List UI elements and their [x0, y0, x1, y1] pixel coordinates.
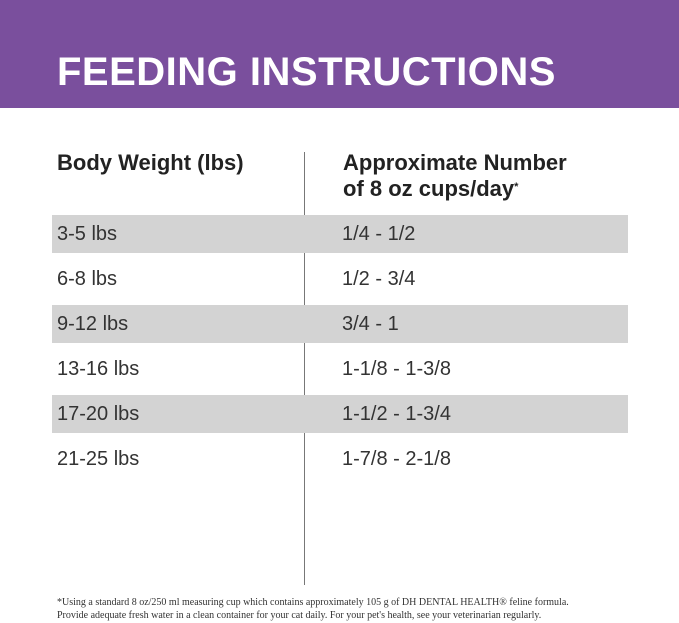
table-row: 6-8 lbs 1/2 - 3/4 [52, 260, 628, 298]
footnote: Provide adequate fresh water in a clean … [57, 610, 542, 621]
table-row: 3-5 lbs 1/4 - 1/2 [52, 215, 628, 253]
table-row: 9-12 lbs 3/4 - 1 [52, 305, 628, 343]
footnote: *Using a standard 8 oz/250 ml measuring … [57, 597, 569, 608]
title: FEEDING INSTRUCTIONS [57, 50, 556, 94]
table-cell: 1-1/2 - 1-3/4 [342, 403, 451, 425]
column-header: Body Weight (lbs) [57, 150, 244, 175]
table-cell: 1-1/8 - 1-3/8 [342, 358, 451, 380]
header-banner [0, 0, 679, 108]
table-row: 13-16 lbs 1-1/8 - 1-3/8 [52, 350, 628, 388]
table-cell: 21-25 lbs [57, 448, 140, 470]
header-text: of 8 oz cups/day [343, 176, 515, 201]
table-row: 21-25 lbs 1-7/8 - 2-1/8 [52, 440, 628, 478]
table-cell: 3/4 - 1 [342, 313, 399, 335]
table-cell: 3-5 lbs [57, 223, 118, 245]
table-cell: 1/2 - 3/4 [342, 268, 416, 290]
table-cell: 1-7/8 - 2-1/8 [342, 448, 451, 470]
table-cell: 13-16 lbs [57, 358, 140, 380]
column-divider [304, 152, 305, 585]
table-cell: 1/4 - 1/2 [342, 223, 416, 245]
column-header: Approximate Number of 8 oz cups/day* [343, 150, 567, 202]
table-cell: 17-20 lbs [57, 403, 140, 425]
header-line: of 8 oz cups/day* [343, 176, 567, 202]
table-cell: 9-12 lbs [57, 313, 129, 335]
note-mark: * [514, 181, 519, 193]
table-cell: 6-8 lbs [57, 268, 118, 290]
header-line: Approximate Number [343, 150, 567, 175]
table-row: 17-20 lbs 1-1/2 - 1-3/4 [52, 395, 628, 433]
